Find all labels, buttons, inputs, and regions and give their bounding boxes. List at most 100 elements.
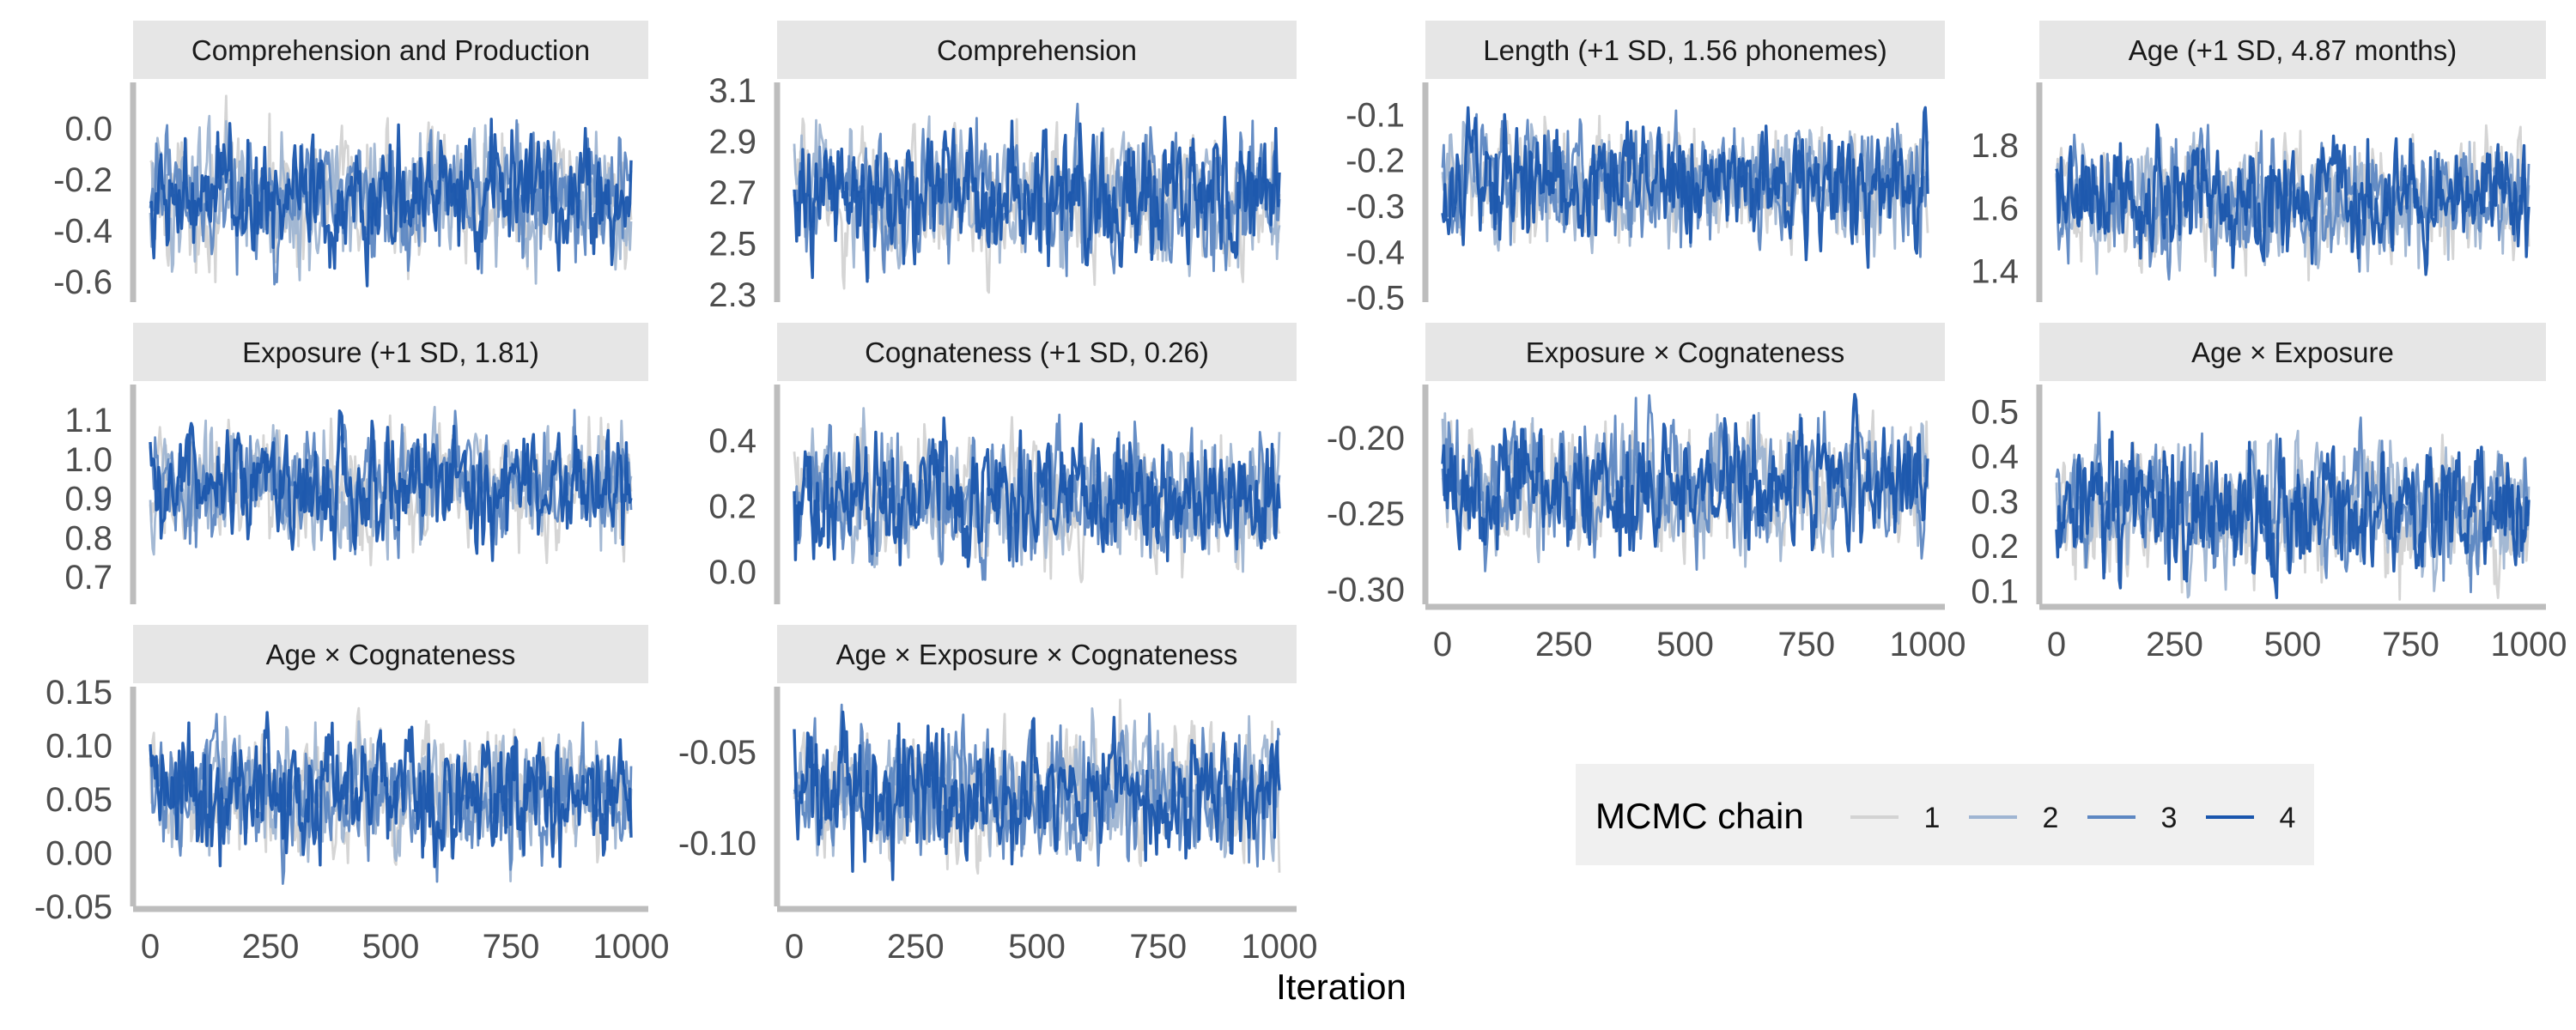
chain-4-trace	[149, 711, 633, 869]
panel-strip	[133, 21, 648, 79]
x-tick-label: 750	[483, 928, 540, 966]
panel-strip	[777, 323, 1297, 381]
y-tick-label: 0.0	[64, 111, 112, 148]
panel-strip	[133, 625, 648, 683]
legend-label-2: 2	[2043, 802, 2059, 834]
y-tick-label: 0.8	[64, 519, 112, 557]
y-tick-label: 0.15	[46, 674, 112, 712]
panel: Age × Exposure 0.5 0.4 0.3 0.2 0.1 0 250 500 750 1…	[1971, 323, 2567, 663]
y-tick-label: 0.5	[1971, 393, 2019, 431]
y-tick-label: 2.7	[708, 174, 756, 212]
panel-strip	[777, 21, 1297, 79]
y-tick-label: -0.30	[1327, 571, 1405, 609]
x-tick-label: 750	[1129, 928, 1187, 966]
x-tick-label: 500	[1656, 626, 1714, 663]
chain-4-trace	[793, 416, 1281, 568]
panel: Exposure × Cognateness -0.20 -0.25 -0.30 0 25…	[1327, 323, 1966, 663]
x-tick-label: 500	[1008, 928, 1066, 966]
chain-4-trace	[2055, 123, 2530, 276]
y-tick-label: -0.3	[1346, 188, 1405, 226]
y-tick-label: 1.1	[64, 402, 112, 439]
x-tick-label: 500	[362, 928, 420, 966]
y-tick-label: -0.05	[34, 888, 112, 926]
panel-strip	[1425, 21, 1945, 79]
y-tick-label: 0.05	[46, 781, 112, 819]
panel-title: Age (+1 SD, 4.87 months)	[2129, 34, 2457, 66]
panel: Exposure (+1 SD, 1.81) 1.11.00.90.80.7	[64, 323, 648, 604]
x-tick-label: 1000	[1242, 928, 1318, 966]
x-tick-label: 0	[785, 928, 804, 966]
x-tick-label: 0	[2047, 626, 2066, 663]
chain-4-trace	[1441, 106, 1929, 270]
y-tick-label: 1.6	[1971, 190, 2019, 227]
y-tick-label: -0.10	[678, 825, 756, 863]
chain-4-trace	[149, 118, 633, 288]
y-tick-label: -0.1	[1346, 96, 1405, 134]
y-tick-label: 1.0	[64, 441, 112, 479]
panel-title: Comprehension	[937, 34, 1137, 66]
chain-3-trace	[2055, 124, 2530, 281]
panel: Comprehension 3.1 2.9 2.7 2.5 2.3	[708, 21, 1297, 314]
x-tick-label: 0	[1433, 626, 1452, 663]
x-tick-label: 0	[141, 928, 160, 966]
legend-label-1: 1	[1924, 802, 1941, 834]
y-tick-label: 3.1	[708, 72, 756, 110]
x-tick-label: 250	[1535, 626, 1593, 663]
x-tick-label: 1000	[2491, 626, 2567, 663]
panel-title: Exposure × Cognateness	[1526, 336, 1845, 368]
panel-title: Length (+1 SD, 1.56 phonemes)	[1483, 34, 1887, 66]
x-tick-label: 250	[2146, 626, 2203, 663]
chain-4-trace	[1441, 392, 1929, 557]
y-tick-label: 0.3	[1971, 483, 2019, 521]
y-tick-label: 1.4	[1971, 252, 2019, 290]
y-tick-label: -0.05	[678, 734, 756, 772]
panel: Length (+1 SD, 1.56 phonemes) -0.1 -0.2 -0.…	[1346, 21, 1945, 318]
legend: MCMC chain 1 2 3 4	[1576, 764, 2314, 865]
panel: Age (+1 SD, 4.87 months) 1.8 1.6 1.4	[1971, 21, 2546, 302]
panel-title: Age × Exposure × Cognateness	[836, 639, 1238, 670]
panel: Age × Cognateness 0.15 0.10 0.05 0.00 -0.05 0 2…	[34, 625, 670, 966]
panel-strip	[2039, 21, 2546, 79]
y-tick-label: -0.4	[53, 213, 112, 251]
panels-layer: Comprehension and Production 0.0 -0.2 -0.4 -…	[34, 21, 2567, 966]
y-tick-label: 0.0	[708, 554, 756, 591]
panel-strip	[2039, 323, 2546, 381]
y-tick-label: 0.7	[64, 559, 112, 597]
x-tick-label: 1000	[593, 928, 670, 966]
panel-strip	[133, 323, 648, 381]
y-tick-label: 0.00	[46, 835, 112, 873]
y-tick-label: 2.3	[708, 276, 756, 314]
legend-label-4: 4	[2280, 802, 2296, 834]
y-tick-label: 2.9	[708, 123, 756, 161]
y-tick-label: 0.4	[708, 422, 756, 460]
panel-title: Age × Exposure	[2191, 336, 2394, 368]
panel-title: Cognateness (+1 SD, 0.26)	[865, 336, 1209, 368]
y-tick-label: 2.5	[708, 226, 756, 264]
panel: Cognateness (+1 SD, 0.26) 0.4 0.2 0.0	[708, 323, 1297, 604]
panel-title: Comprehension and Production	[191, 34, 590, 66]
x-tick-label: 500	[2264, 626, 2322, 663]
y-tick-label: 0.4	[1971, 439, 2019, 476]
y-tick-label: 0.2	[1971, 528, 2019, 566]
panel-title: Exposure (+1 SD, 1.81)	[242, 336, 539, 368]
y-tick-label: 1.8	[1971, 127, 2019, 165]
panel: Age × Exposure × Cognateness -0.05 -0.10 0 2…	[678, 625, 1318, 966]
y-tick-label: 0.1	[1971, 573, 2019, 610]
y-tick-label: -0.6	[53, 264, 112, 301]
y-tick-label: -0.25	[1327, 495, 1405, 533]
y-tick-label: -0.2	[53, 161, 112, 199]
chain-4-trace	[149, 409, 633, 562]
legend-label-3: 3	[2161, 802, 2178, 834]
x-tick-label: 250	[242, 928, 300, 966]
x-tick-label: 250	[887, 928, 945, 966]
chain-4-trace	[2055, 430, 2530, 600]
x-axis-title: Iteration	[1276, 966, 1406, 1007]
x-tick-label: 1000	[1890, 626, 1966, 663]
legend-title: MCMC chain	[1595, 796, 1804, 836]
panel-title: Age × Cognateness	[266, 639, 516, 670]
y-tick-label: 0.9	[64, 481, 112, 518]
x-tick-label: 750	[1777, 626, 1835, 663]
chain-4-trace	[793, 710, 1281, 882]
y-tick-label: -0.20	[1327, 420, 1405, 457]
